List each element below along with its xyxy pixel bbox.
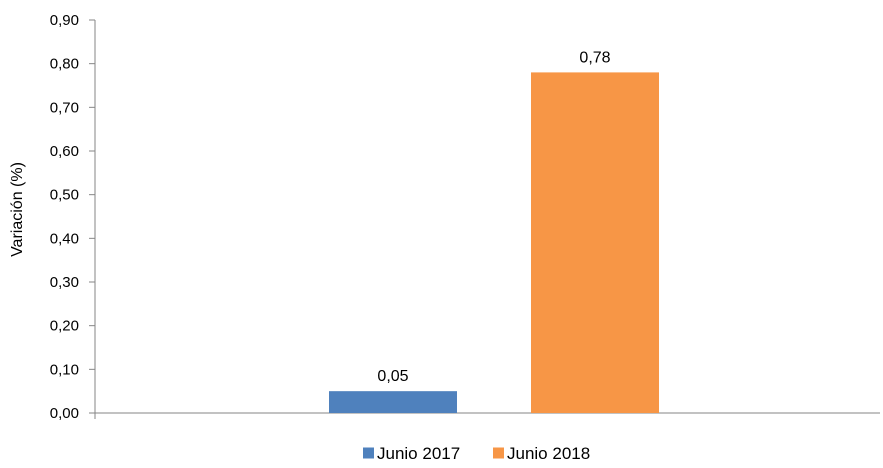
legend-label: Junio 2017 — [377, 444, 460, 463]
y-tick-label: 0,30 — [50, 274, 79, 291]
y-tick-label: 0,40 — [50, 230, 79, 247]
legend-label: Junio 2018 — [507, 444, 590, 463]
y-tick-label: 0,20 — [50, 318, 79, 335]
bar-2 — [531, 72, 659, 414]
y-tick-label: 0,70 — [50, 99, 79, 116]
y-tick-label: 0,80 — [50, 56, 79, 73]
y-tick-label: 0,60 — [50, 143, 79, 160]
bar-value-label: 0,05 — [377, 368, 408, 385]
legend-swatch — [363, 447, 374, 459]
bars — [329, 72, 659, 414]
y-tick-label: 0,90 — [50, 12, 79, 29]
bar-1 — [329, 391, 457, 413]
y-tick-label: 0,50 — [50, 187, 79, 204]
legend: Junio 2017 Junio 2018 — [363, 444, 590, 463]
y-tick-label: 0,10 — [50, 361, 79, 378]
y-tick-label: 0,00 — [50, 405, 79, 422]
legend-swatch — [493, 447, 504, 459]
bar-value-label: 0,78 — [579, 49, 610, 66]
y-axis-ticks: 0,00 0,10 0,20 0,30 0,40 0,50 0,60 0,70 0,80 0,90 — [50, 12, 95, 422]
y-axis-title: Variación (%) — [9, 162, 26, 257]
data-labels: 0,05 0,78 — [377, 49, 610, 385]
